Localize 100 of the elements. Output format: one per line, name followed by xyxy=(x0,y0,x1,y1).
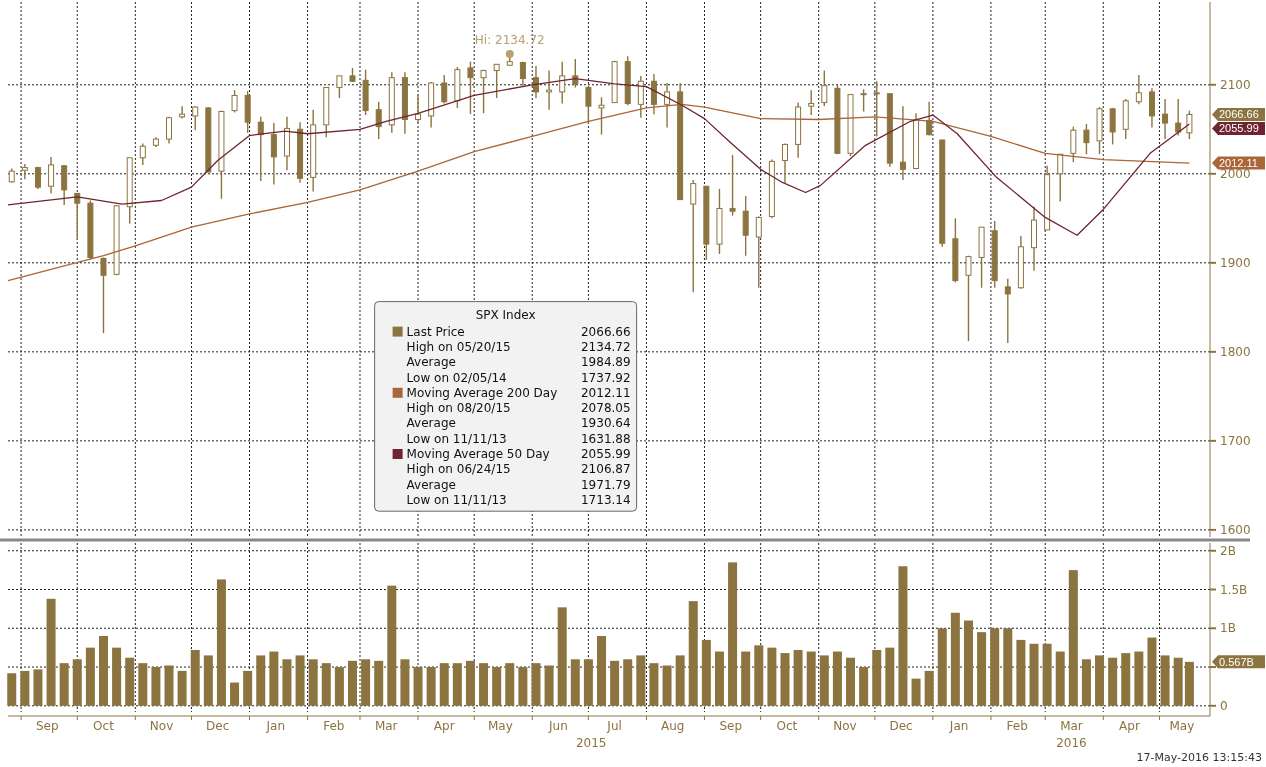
bar xyxy=(98,636,108,706)
x-tick-label: May xyxy=(488,719,513,733)
bar xyxy=(714,651,724,706)
candlestick xyxy=(546,69,553,111)
annotation: 0.567B xyxy=(1219,655,1254,668)
candlestick xyxy=(493,63,500,99)
bar xyxy=(334,667,344,706)
x-tick-label: Sep xyxy=(36,719,59,733)
bar xyxy=(570,659,580,706)
bar xyxy=(7,673,17,706)
bar xyxy=(85,647,95,706)
candlestick xyxy=(664,82,671,129)
bar xyxy=(1160,655,1170,706)
bar xyxy=(387,585,397,706)
annotation: 2066.66 xyxy=(1219,108,1259,121)
bar xyxy=(701,639,711,706)
candlestick xyxy=(231,89,238,114)
bar xyxy=(190,649,200,706)
bar xyxy=(990,628,1000,706)
text: 17-May-2016 13:15:43 xyxy=(1136,751,1262,764)
text: High on 08/20/15 2078.05 xyxy=(406,401,631,416)
text: 2015 xyxy=(575,736,607,750)
bar xyxy=(1184,661,1194,706)
candlestick xyxy=(1135,74,1142,106)
bar xyxy=(1016,639,1026,706)
candlestick xyxy=(559,60,566,105)
text: Average 1971.79 xyxy=(406,477,631,492)
bar xyxy=(623,659,633,706)
bar xyxy=(177,670,187,706)
candlestick xyxy=(48,156,55,195)
text: High on 05/20/15 2134.72 xyxy=(406,339,631,354)
candlestick xyxy=(441,74,448,105)
bar xyxy=(348,660,357,706)
bar xyxy=(295,655,305,706)
bar xyxy=(426,667,436,706)
text: 2066.66 xyxy=(580,324,631,339)
bar xyxy=(321,663,331,706)
candlestick xyxy=(860,88,867,113)
x-tick-label: Oct xyxy=(93,719,115,733)
bar xyxy=(1095,655,1105,706)
text: 2016 xyxy=(1056,736,1087,750)
bar xyxy=(885,647,895,706)
bar xyxy=(138,663,148,706)
candlestick xyxy=(650,73,657,115)
candlestick xyxy=(139,142,146,166)
bar xyxy=(544,665,554,706)
y-tick-label: 1800 xyxy=(1220,345,1251,360)
bar xyxy=(308,659,318,706)
bar xyxy=(819,655,829,706)
bar xyxy=(688,601,698,706)
text: 2012.11 xyxy=(580,385,631,400)
bar xyxy=(374,660,384,706)
bar xyxy=(1029,643,1039,706)
bar xyxy=(243,670,253,706)
candlestick xyxy=(1057,153,1064,203)
bar xyxy=(1134,651,1144,706)
bar xyxy=(610,660,620,706)
x-tick-label: Mar xyxy=(374,719,398,733)
bar xyxy=(859,667,869,706)
candlestick xyxy=(899,105,906,181)
bar xyxy=(216,579,226,706)
y-tick-label: 2B xyxy=(1220,543,1236,558)
bar xyxy=(439,663,449,706)
bar xyxy=(662,665,672,706)
candlestick xyxy=(808,89,815,116)
bar xyxy=(597,636,607,706)
bar xyxy=(872,649,882,706)
candlestick xyxy=(100,256,107,334)
bar xyxy=(230,682,240,706)
candlestick xyxy=(1004,278,1011,344)
text: Average 1984.89 xyxy=(406,355,631,370)
bar xyxy=(937,628,947,706)
bar xyxy=(151,667,161,706)
candlestick xyxy=(480,68,487,114)
x-tick-label: Aug xyxy=(660,719,685,733)
bar xyxy=(767,647,777,706)
candlestick xyxy=(1175,98,1182,137)
bar xyxy=(754,645,764,706)
candlestick xyxy=(1162,98,1169,140)
bar xyxy=(164,665,174,706)
bar xyxy=(963,620,973,706)
bar xyxy=(282,659,292,706)
y-tick-label: 1.5B xyxy=(1220,582,1248,597)
bar xyxy=(950,612,960,706)
bar xyxy=(452,663,462,706)
bar xyxy=(898,566,908,706)
x-tick-label: Apr xyxy=(433,719,455,733)
candlestick xyxy=(375,101,382,140)
bar xyxy=(649,663,659,706)
bar xyxy=(1121,653,1131,706)
bar xyxy=(413,667,423,706)
y-tick-label: 2100 xyxy=(1220,77,1251,92)
x-tick-label: Dec xyxy=(206,719,230,733)
bar xyxy=(1147,637,1157,706)
candlestick xyxy=(873,80,880,138)
bar xyxy=(203,655,213,706)
candlestick xyxy=(1109,107,1116,146)
candlestick xyxy=(1083,123,1090,155)
bar xyxy=(531,663,541,706)
candlestick xyxy=(637,75,644,119)
